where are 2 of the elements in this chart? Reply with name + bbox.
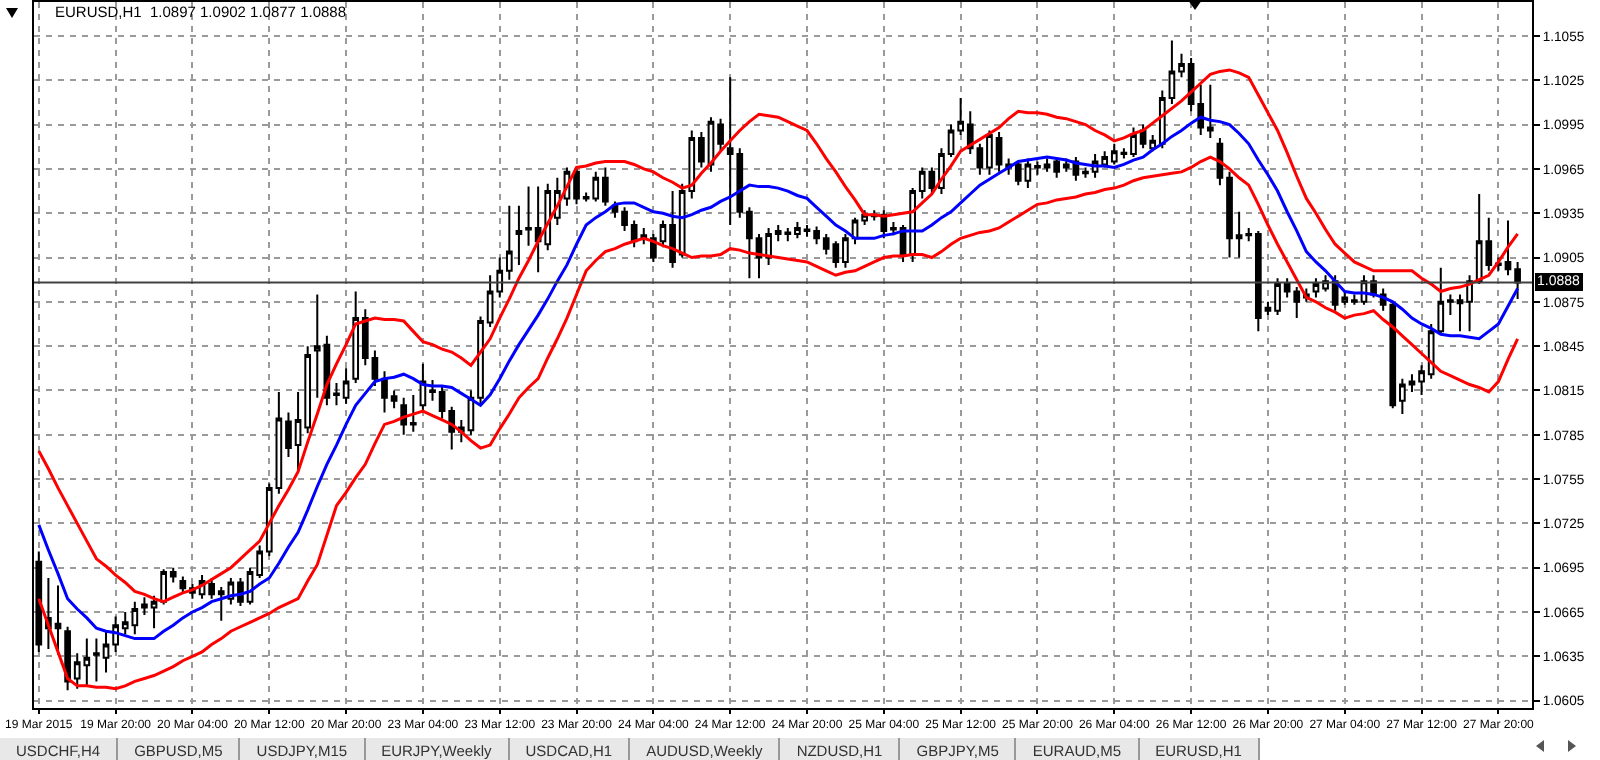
candlestick (515, 204, 523, 266)
line-series (37, 155, 1520, 691)
